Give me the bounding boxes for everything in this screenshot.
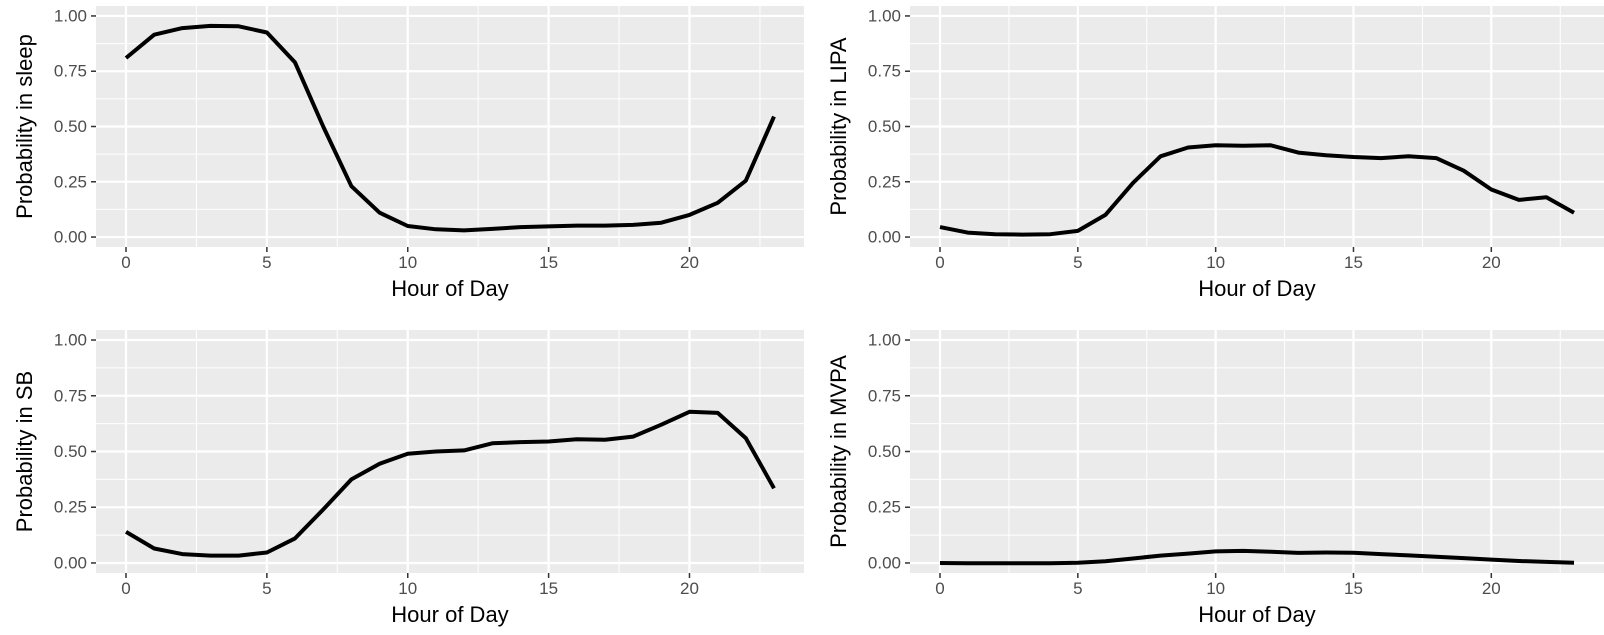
x-tick-label: 10 [398, 253, 417, 272]
x-tick-label: 10 [1206, 579, 1225, 598]
y-tick-label: 0.50 [54, 117, 87, 136]
y-tick-label: 1.00 [868, 6, 901, 25]
y-axis-title: Probability in MVPA [826, 355, 851, 548]
x-tick-label: 20 [1482, 579, 1501, 598]
y-tick-label: 0.50 [868, 117, 901, 136]
series-line [939, 143, 1575, 237]
series-line [939, 548, 1575, 566]
chart-panel-1: 0.00 0.25 0.50 0.75 1.00 0 5 10 15 20 Hour of Day P… [12, 6, 804, 301]
x-tick-label: 0 [121, 579, 130, 598]
y-tick-label: 0.00 [54, 228, 87, 247]
y-tick-label: 1.00 [868, 331, 901, 350]
y-tick-label: 0.00 [868, 553, 901, 572]
chart-panel-2: 0.00 0.25 0.50 0.75 1.00 0 5 10 15 20 Hour of Day P… [826, 6, 1604, 301]
x-axis-title: Hour of Day [1198, 276, 1315, 301]
y-tick-label: 0.00 [868, 228, 901, 247]
x-axis-title: Hour of Day [391, 602, 508, 627]
x-tick-label: 0 [121, 253, 130, 272]
x-tick-label: 5 [1073, 579, 1082, 598]
x-tick-label: 20 [1482, 253, 1501, 272]
y-tick-label: 1.00 [54, 331, 87, 350]
y-axis-title: Probability in sleep [12, 34, 37, 219]
x-tick-label: 5 [1073, 253, 1082, 272]
y-tick-label: 0.25 [868, 498, 901, 517]
y-tick-label: 0.75 [868, 62, 901, 81]
x-tick-label: 0 [935, 579, 944, 598]
series-line [124, 409, 776, 558]
x-tick-label: 0 [935, 253, 944, 272]
y-tick-label: 0.25 [868, 172, 901, 191]
y-tick-label: 0.00 [54, 553, 87, 572]
y-tick-label: 0.75 [868, 386, 901, 405]
x-tick-label: 5 [262, 253, 271, 272]
y-axis-title: Probability in LIPA [826, 37, 851, 215]
x-tick-label: 5 [262, 579, 271, 598]
y-tick-label: 0.25 [54, 498, 87, 517]
x-tick-label: 15 [1344, 253, 1363, 272]
x-tick-label: 15 [539, 253, 558, 272]
x-axis-title: Hour of Day [391, 276, 508, 301]
x-tick-label: 10 [398, 579, 417, 598]
x-tick-label: 20 [680, 579, 699, 598]
x-axis-title: Hour of Day [1198, 602, 1315, 627]
series-line [124, 23, 776, 233]
y-tick-label: 0.50 [868, 442, 901, 461]
chart-panel-3: 0.00 0.25 0.50 0.75 1.00 0 5 10 15 20 Hour of Day P… [12, 330, 804, 627]
y-tick-label: 0.75 [54, 386, 87, 405]
y-tick-label: 1.00 [54, 6, 87, 25]
y-tick-label: 0.25 [54, 172, 87, 191]
x-tick-label: 20 [680, 253, 699, 272]
y-axis-title: Probability in SB [12, 371, 37, 532]
chart-panel-4: 0.00 0.25 0.50 0.75 1.00 0 5 10 15 20 Hour of Day P… [826, 330, 1604, 627]
x-tick-label: 15 [539, 579, 558, 598]
x-tick-label: 10 [1206, 253, 1225, 272]
y-tick-label: 0.50 [54, 442, 87, 461]
x-tick-label: 15 [1344, 579, 1363, 598]
y-tick-label: 0.75 [54, 62, 87, 81]
